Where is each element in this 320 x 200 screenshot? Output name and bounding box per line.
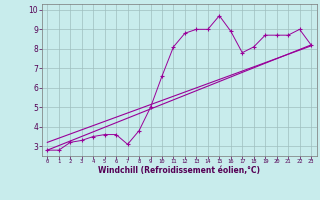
- X-axis label: Windchill (Refroidissement éolien,°C): Windchill (Refroidissement éolien,°C): [98, 166, 260, 175]
